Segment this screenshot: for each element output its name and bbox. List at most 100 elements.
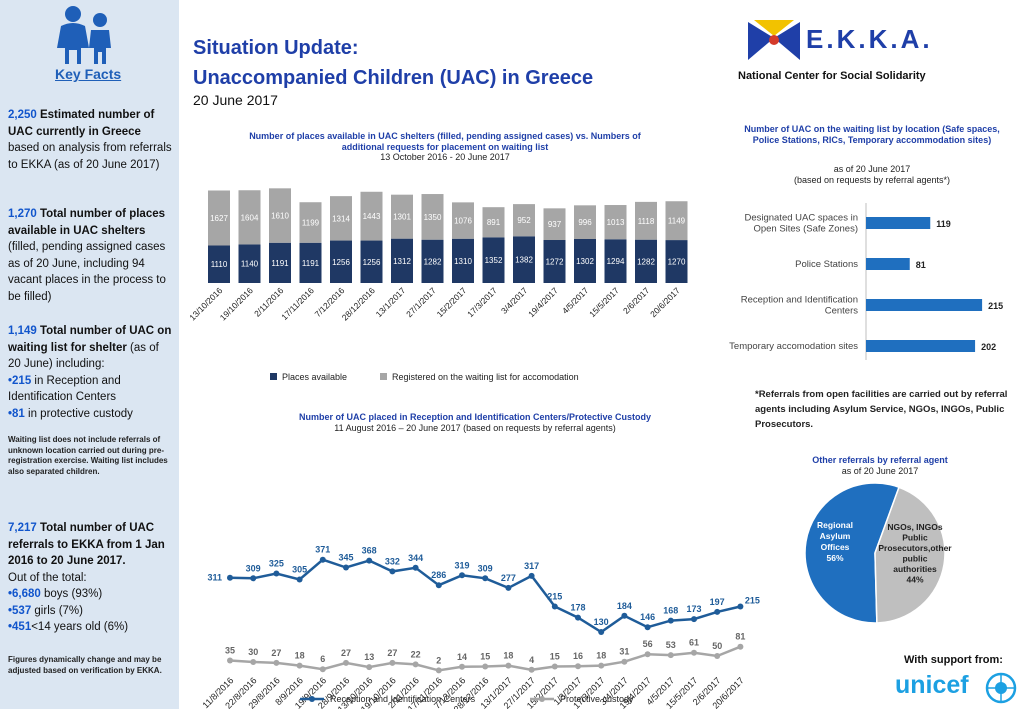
- bar-places-available: [238, 244, 261, 283]
- title-line-2: Unaccompanied Children (UAC) in Greece: [193, 67, 594, 89]
- data-point: [319, 666, 326, 673]
- bar-value-label: 1013: [607, 218, 625, 227]
- bar-places-available: [604, 239, 627, 283]
- data-point: [598, 629, 605, 635]
- data-label: 30: [248, 647, 258, 657]
- bar-value-label: 202: [981, 342, 996, 352]
- bar-value-label: 952: [517, 216, 531, 225]
- data-label: 15: [480, 652, 490, 662]
- data-label: 22: [411, 649, 421, 659]
- report-date: 20 June 2017: [193, 92, 278, 108]
- pie-chart-subtitle: as of 20 June 2017: [841, 466, 919, 476]
- legend-label: Places available: [282, 372, 347, 382]
- x-tick-label: 17/11/2016: [279, 285, 316, 322]
- bar-value-label: 1310: [454, 257, 472, 266]
- bar-waiting-list: [604, 205, 627, 240]
- bar-places-available: [482, 237, 505, 283]
- legend-label: Registered on the waiting list for accom…: [392, 372, 579, 382]
- waiting-list-note: Waiting list does not include referrals …: [8, 435, 168, 476]
- pie-slice-label: 44%: [906, 575, 923, 585]
- bar-value-label: 81: [916, 260, 926, 270]
- data-point: [551, 663, 558, 670]
- data-point: [644, 624, 651, 631]
- referral-footnote: *Referrals from open facilities are carr…: [755, 389, 1008, 430]
- waiting-chart-subtitle-2: (based on requests by referral agents*): [793, 175, 951, 185]
- bar-waiting-list: [421, 194, 444, 240]
- ekka-logo: E.K.K.A.: [742, 16, 982, 68]
- x-tick-label: 19/10/2016: [218, 285, 255, 322]
- data-point: [435, 667, 442, 674]
- ric-chart-title: Number of UAC placed in Reception and Id…: [298, 412, 652, 422]
- data-label: 332: [385, 556, 400, 566]
- bar-waiting-list: [482, 207, 505, 238]
- data-point: [714, 608, 721, 615]
- data-point: [296, 576, 303, 583]
- bar-value-label: 1312: [393, 257, 411, 266]
- bar-places-available: [391, 238, 413, 283]
- bar-waiting-list: [665, 201, 688, 241]
- data-label: 317: [524, 561, 539, 571]
- bar-waiting-list: [208, 190, 230, 246]
- data-point: [505, 662, 512, 669]
- data-point: [667, 617, 674, 624]
- data-point: [667, 652, 674, 659]
- data-point: [412, 564, 419, 571]
- data-label: 27: [271, 648, 281, 658]
- data-label: 319: [454, 560, 469, 570]
- title-line-1: Situation Update:: [193, 37, 359, 59]
- data-point: [412, 661, 419, 668]
- category-label: Open Sites (Safe Zones): [753, 224, 858, 235]
- bar-waiting-list: [513, 204, 535, 237]
- data-label: 31: [619, 647, 629, 657]
- data-point: [343, 564, 349, 571]
- data-label: 368: [362, 546, 377, 556]
- bar-value-label: 1604: [241, 213, 259, 222]
- data-point: [621, 658, 628, 665]
- legend-marker: [539, 696, 545, 702]
- data-point: [227, 657, 233, 664]
- bar-value-label: 1149: [668, 217, 686, 226]
- waiting-chart-title: Number of UAC on the waiting list by loc…: [744, 124, 1000, 145]
- bar-places-available: [360, 240, 383, 283]
- pie-slice-label: authorities: [893, 564, 937, 574]
- bar-places-available: [513, 236, 535, 283]
- bar-value-label: 1294: [607, 257, 625, 266]
- bar-places-available: [330, 240, 352, 283]
- bar-waiting-list: [635, 201, 657, 240]
- x-tick-label: 19/4/2017: [526, 285, 560, 319]
- data-label: 305: [292, 565, 307, 575]
- category-label: Centers: [825, 306, 859, 317]
- data-label: 311: [207, 573, 222, 583]
- bar-waiting-list: [574, 205, 596, 239]
- pie-slice-label: NGOs, INGOs: [887, 522, 943, 532]
- data-label: 345: [338, 553, 353, 563]
- bar-value-label: 1140: [241, 260, 259, 269]
- data-point: [644, 651, 651, 658]
- data-point: [551, 603, 558, 610]
- fact-shelter-places: 1,270 Total number of places available i…: [8, 208, 166, 303]
- category-label: Temporary accomodation sites: [729, 341, 858, 352]
- category-label: Designated UAC spaces in: [744, 213, 858, 224]
- data-label: 18: [503, 651, 513, 661]
- bar-value-label: 1301: [393, 213, 411, 222]
- data-label: 18: [596, 651, 606, 661]
- legend-label: Protective custody: [560, 694, 634, 704]
- pie-slice-label: Prosecutors,other: [878, 543, 952, 553]
- data-label: 4: [529, 655, 534, 665]
- pie-slice: [874, 486, 946, 624]
- bar-value-label: 1352: [485, 256, 503, 265]
- children-icon: [57, 6, 111, 64]
- data-label: 81: [735, 632, 745, 642]
- data-point: [575, 614, 581, 621]
- waiting-bar: [866, 340, 976, 352]
- data-point: [575, 663, 581, 670]
- bar-value-label: 1314: [332, 214, 350, 223]
- bar-value-label: 1256: [363, 258, 381, 267]
- key-facts-label: Key Facts: [55, 66, 122, 82]
- data-point: [389, 659, 396, 666]
- data-point: [366, 664, 373, 671]
- bar-places-available: [635, 239, 657, 283]
- bar-value-label: 1076: [454, 217, 472, 226]
- x-tick-label: 2/6/2017: [621, 285, 652, 316]
